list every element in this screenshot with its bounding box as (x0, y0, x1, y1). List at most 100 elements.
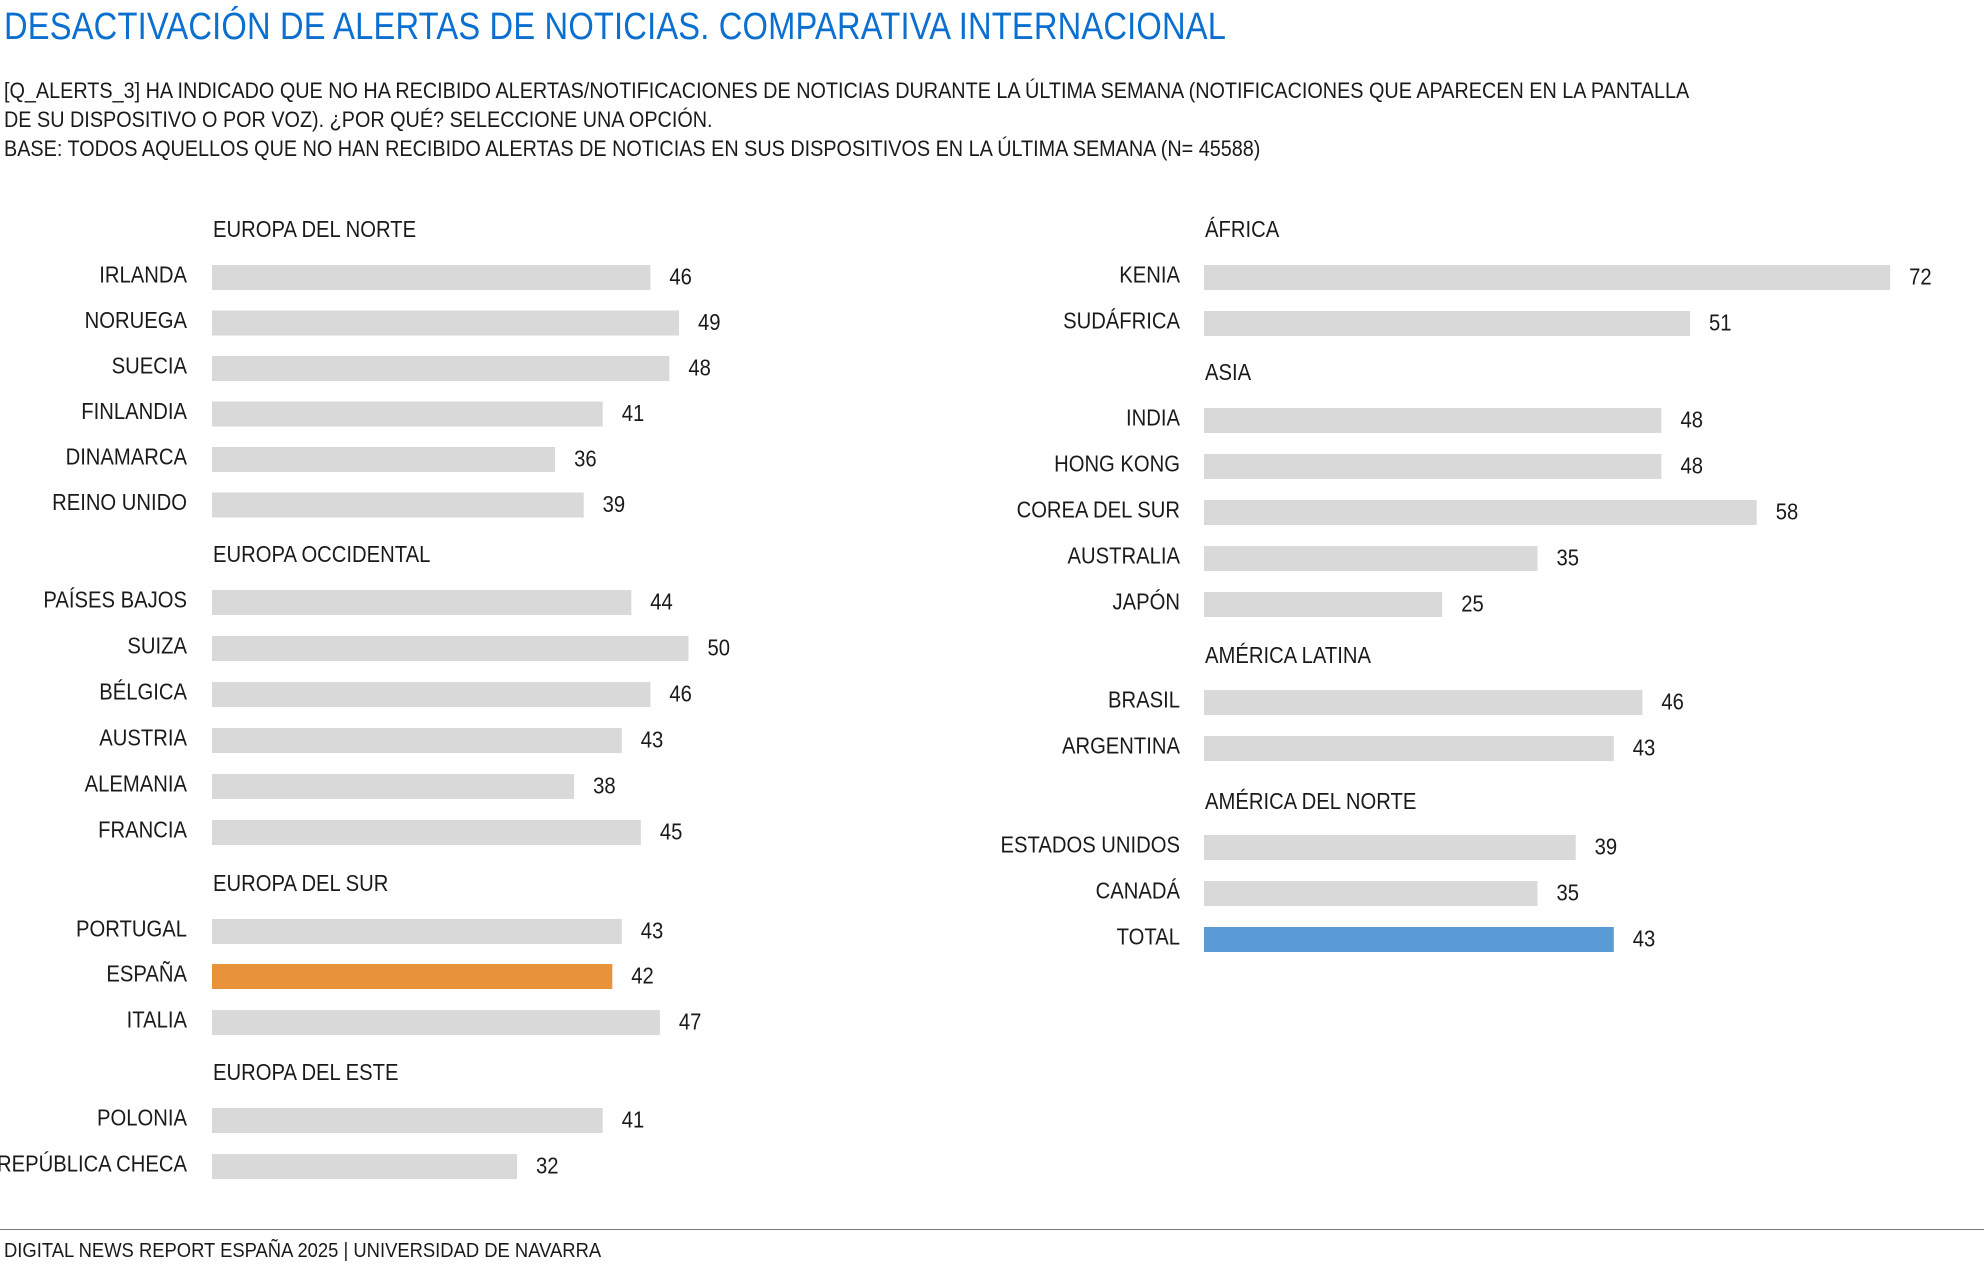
region-header: ÁFRICA (1205, 216, 1280, 243)
value-label: 49 (698, 309, 721, 336)
value-label: 44 (650, 588, 673, 615)
country-label: REPÚBLICA CHECA (0, 1150, 188, 1177)
country-label: KENIA (1119, 261, 1180, 288)
country-label: BÉLGICA (99, 678, 187, 705)
value-label: 46 (1661, 688, 1684, 715)
question-line: [Q_ALERTS_3] HA INDICADO QUE NO HA RECIB… (4, 78, 1690, 103)
bar (1204, 592, 1443, 617)
value-label: 43 (641, 917, 664, 944)
country-label: FINLANDIA (81, 398, 187, 425)
country-label: PAÍSES BAJOS (43, 586, 187, 613)
country-label: JAPÓN (1113, 588, 1180, 615)
country-label: FRANCIA (98, 816, 187, 843)
bar (1204, 408, 1662, 433)
bar (212, 401, 603, 427)
bar (212, 492, 584, 518)
bar (212, 728, 622, 753)
bar (1204, 265, 1891, 290)
value-label: 35 (1557, 544, 1580, 571)
region-header: AMÉRICA DEL NORTE (1205, 788, 1416, 815)
bar (212, 1154, 517, 1179)
value-label: 43 (1633, 734, 1656, 761)
value-label: 42 (631, 962, 654, 989)
footer-credit: DIGITAL NEWS REPORT ESPAÑA 2025 | UNIVER… (4, 1240, 602, 1262)
value-label: 72 (1909, 263, 1932, 290)
footer-divider (0, 1229, 1984, 1230)
country-label: ARGENTINA (1062, 732, 1181, 759)
value-label: 43 (1633, 925, 1656, 952)
region-header: ASIA (1205, 359, 1252, 386)
country-label: SUDÁFRICA (1063, 307, 1180, 334)
bar (212, 265, 651, 290)
country-label: BRASIL (1108, 686, 1180, 713)
region-header: EUROPA DEL SUR (213, 870, 388, 897)
question-line: DE SU DISPOSITIVO O POR VOZ). ¿POR QUÉ? … (4, 107, 713, 132)
country-label: INDIA (1126, 404, 1180, 431)
country-label: AUSTRALIA (1068, 542, 1181, 569)
value-label: 39 (1595, 833, 1618, 860)
country-label: DINAMARCA (66, 443, 188, 470)
bar (212, 590, 632, 615)
bar (1204, 835, 1576, 860)
bar (212, 1010, 660, 1035)
value-label: 25 (1461, 590, 1484, 617)
value-label: 51 (1709, 309, 1732, 336)
bar (1204, 927, 1614, 952)
bar (212, 774, 575, 799)
value-label: 43 (641, 726, 664, 753)
country-label: NORUEGA (85, 307, 188, 334)
value-label: 41 (622, 400, 645, 427)
value-label: 48 (1680, 406, 1703, 433)
value-label: 46 (669, 680, 692, 707)
country-label: CANADÁ (1096, 877, 1181, 904)
country-label: POLONIA (97, 1104, 187, 1131)
value-label: 39 (603, 491, 626, 518)
region-header: EUROPA DEL ESTE (213, 1059, 399, 1086)
bar (1204, 736, 1614, 761)
country-label: ESTADOS UNIDOS (1001, 831, 1180, 858)
country-label: ALEMANIA (85, 770, 188, 797)
country-label: HONG KONG (1054, 450, 1180, 477)
bar (212, 964, 613, 989)
value-label: 50 (707, 634, 730, 661)
bar-chart: EUROPA DEL NORTE IRLANDA 46 NORUEGA 49 SUECIA… (0, 216, 1932, 1179)
value-label: 48 (1680, 452, 1703, 479)
bar (212, 310, 679, 336)
bar (1204, 500, 1757, 525)
country-label: COREA DEL SUR (1017, 496, 1180, 523)
bar (212, 682, 651, 707)
value-label: 48 (688, 354, 711, 381)
country-label: SUIZA (127, 632, 187, 659)
country-label: ITALIA (127, 1006, 188, 1033)
region-header: AMÉRICA LATINA (1205, 642, 1372, 669)
bar (1204, 311, 1690, 336)
country-label: ESPAÑA (106, 960, 187, 987)
bar (212, 820, 641, 845)
bar (1204, 546, 1538, 571)
bar (212, 356, 670, 381)
question-text: [Q_ALERTS_3] HA INDICADO QUE NO HA RECIB… (4, 76, 1689, 163)
value-label: 46 (669, 263, 692, 290)
value-label: 41 (622, 1106, 645, 1133)
value-label: 35 (1557, 879, 1580, 906)
region-header: EUROPA OCCIDENTAL (213, 541, 430, 568)
bar (212, 636, 689, 661)
page-title: DESACTIVACIÓN DE ALERTAS DE NOTICIAS. CO… (4, 6, 1227, 48)
value-label: 32 (536, 1152, 559, 1179)
bar (1204, 690, 1643, 715)
value-label: 45 (660, 818, 683, 845)
value-label: 36 (574, 445, 597, 472)
value-label: 38 (593, 772, 616, 799)
country-label: PORTUGAL (76, 915, 187, 942)
region-header: EUROPA DEL NORTE (213, 216, 416, 243)
country-label: REINO UNIDO (52, 489, 187, 516)
country-label: IRLANDA (99, 261, 187, 288)
bar (212, 919, 622, 944)
value-label: 47 (679, 1008, 702, 1035)
country-label: AUSTRIA (99, 724, 187, 751)
bar (1204, 881, 1538, 906)
value-label: 58 (1776, 498, 1799, 525)
base-line: BASE: TODOS AQUELLOS QUE NO HAN RECIBIDO… (4, 136, 1261, 161)
bar (212, 447, 556, 472)
country-label: TOTAL (1117, 923, 1180, 950)
